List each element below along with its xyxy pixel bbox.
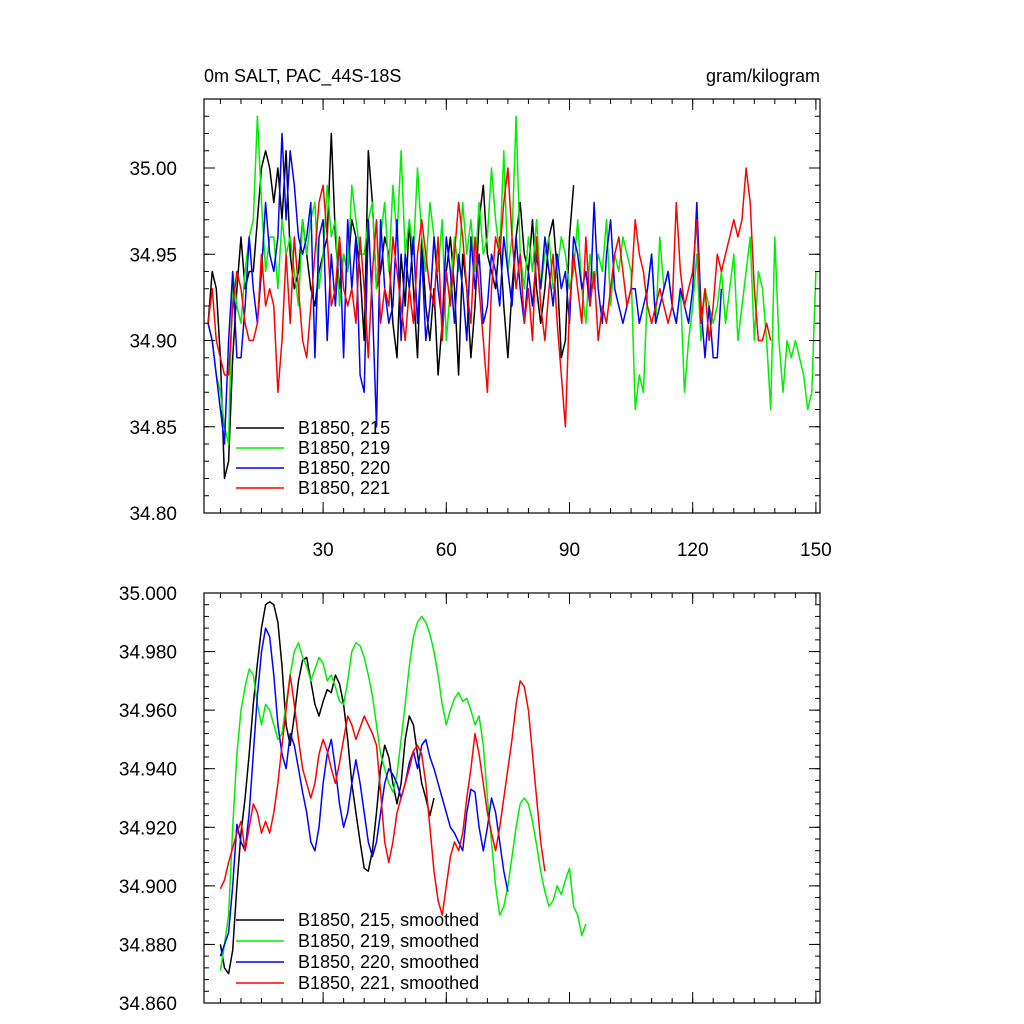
y-tick-label: 34.940	[119, 760, 177, 781]
series-line-2	[219, 615, 587, 971]
plot-frame	[203, 98, 821, 514]
axis-ticks: 30 60 90 120 150 34.80 34.85 34.90 34.95 35.00	[129, 98, 832, 561]
legend-label: B1850, 220	[298, 458, 390, 478]
legend-label: B1850, 219, smoothed	[298, 931, 479, 951]
y-tick-label: 34.80	[129, 504, 177, 525]
x-tick-label: 30	[313, 540, 334, 561]
series-line-1	[207, 132, 575, 480]
legend-label: B1850, 219	[298, 438, 390, 458]
legend-label: B1850, 221	[298, 478, 390, 498]
y-tick-label: 34.880	[119, 935, 177, 956]
series-group	[219, 601, 587, 975]
x-tick-label: 90	[559, 540, 580, 561]
series-line-3	[219, 627, 509, 957]
x-tick-label: 120	[677, 540, 709, 561]
legend-label: B1850, 215	[298, 418, 390, 438]
y-tick-label: 34.920	[119, 818, 177, 839]
y-tick-label: 34.95	[129, 245, 177, 266]
series-group	[207, 115, 817, 480]
y-tick-label: 34.860	[119, 994, 177, 1015]
series-line-1	[219, 601, 435, 975]
y-tick-label: 34.980	[119, 643, 177, 664]
x-tick-label: 150	[800, 540, 832, 561]
legend-label: B1850, 220, smoothed	[298, 952, 479, 972]
series-line-4	[219, 674, 546, 916]
legend-label: B1850, 221, smoothed	[298, 973, 479, 993]
y-tick-label: 35.00	[129, 159, 177, 180]
legend-label: B1850, 215, smoothed	[298, 910, 479, 930]
y-tick-label: 34.900	[119, 877, 177, 898]
chart-title: 0m SALT, PAC_44S-18S	[204, 66, 401, 87]
y-tick-label: 35.000	[119, 584, 177, 605]
series-line-3	[207, 132, 723, 445]
plot-frame	[203, 592, 821, 1004]
bottom-chart-panel: 34.860 34.880 34.900 34.920 34.940 34.960 34.9…	[119, 584, 821, 1015]
top-chart-panel: 0m SALT, PAC_44S-18S gram/kilogram 30 60 9…	[129, 66, 831, 561]
series-line-4	[207, 167, 772, 428]
x-tick-label: 60	[436, 540, 457, 561]
axis-ticks: 34.860 34.880 34.900 34.920 34.940 34.960 34.9…	[119, 584, 820, 1015]
y-tick-label: 34.960	[119, 701, 177, 722]
y-tick-label: 34.85	[129, 418, 177, 439]
chart-units-label: gram/kilogram	[706, 66, 820, 86]
y-tick-label: 34.90	[129, 332, 177, 353]
